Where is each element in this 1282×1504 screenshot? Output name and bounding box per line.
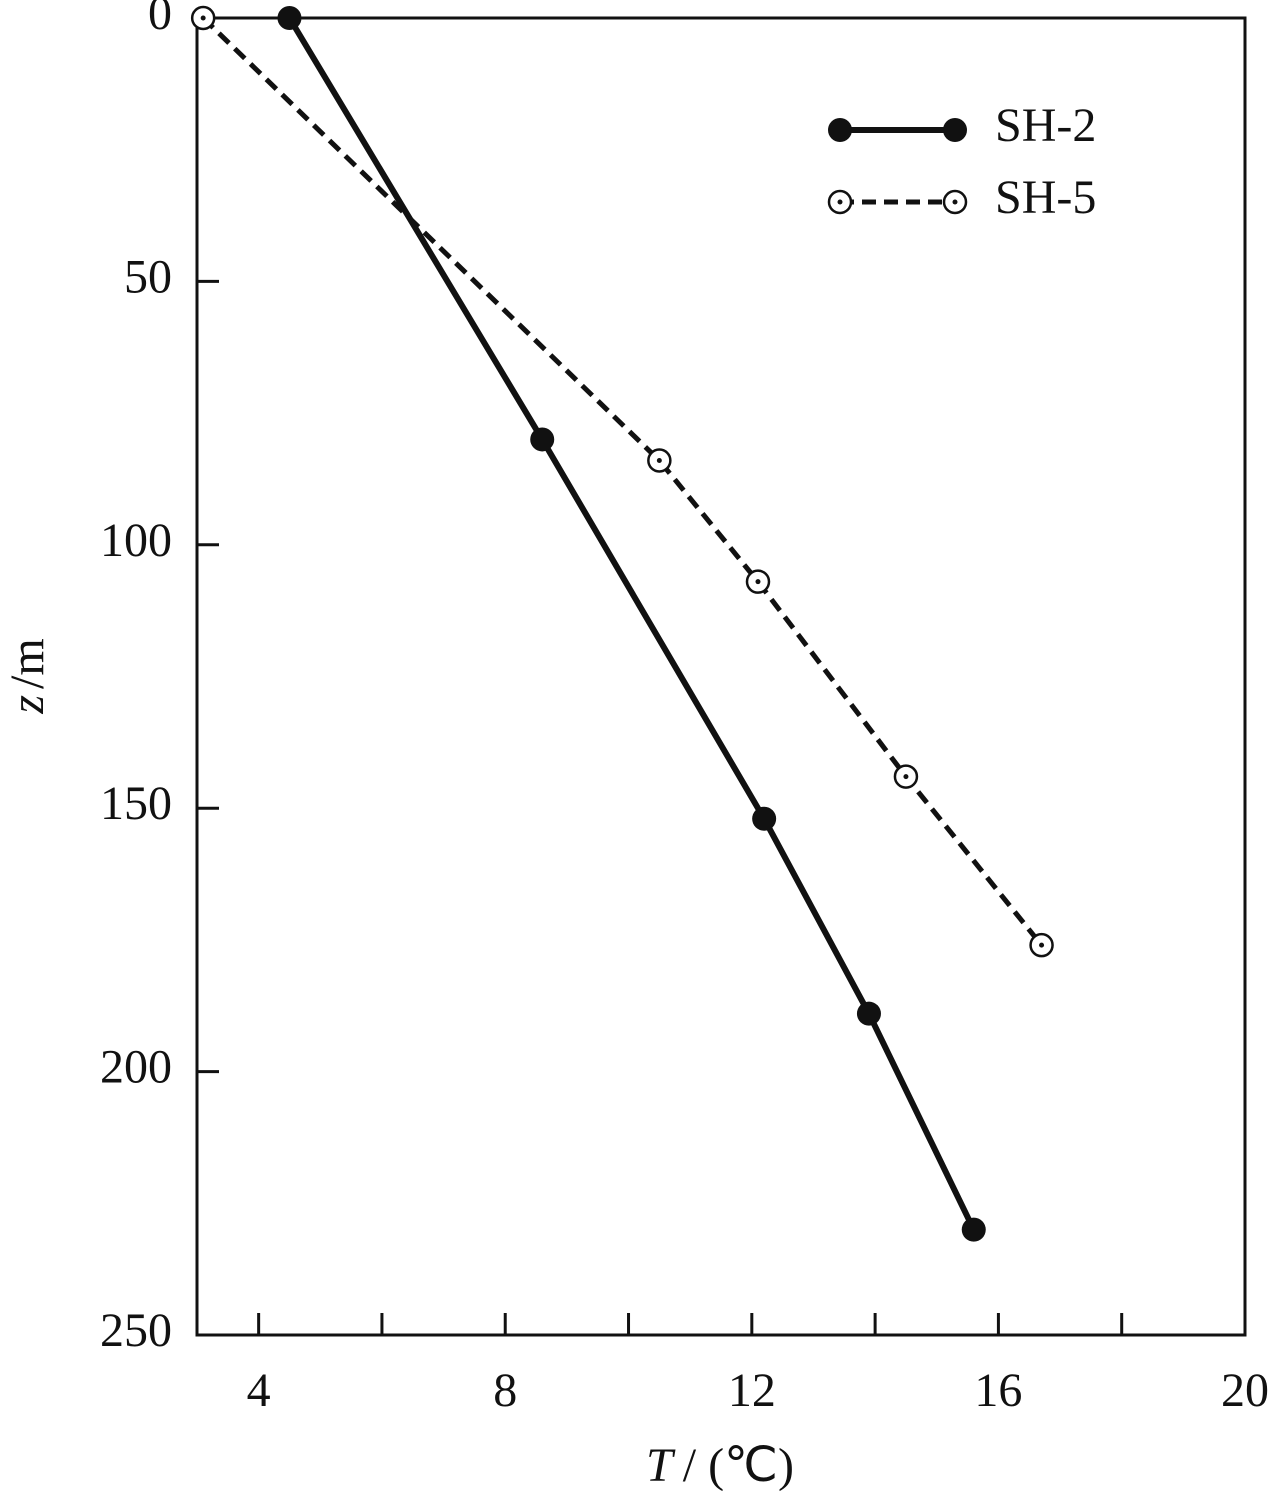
x-tick-label: 12 — [728, 1364, 776, 1417]
y-label-unit: /m — [1, 638, 54, 689]
x-label-var: T — [646, 1439, 676, 1492]
y-axis-label: z/m — [1, 638, 54, 714]
point-center — [1039, 942, 1045, 948]
legend-label: SH-5 — [995, 171, 1096, 224]
point — [530, 427, 555, 452]
x-tick-label: 16 — [974, 1364, 1022, 1417]
y-tick-label: 150 — [100, 777, 172, 830]
legend-marker-center — [837, 199, 843, 205]
y-tick-label: 50 — [124, 250, 172, 303]
y-tick-label: 250 — [100, 1304, 172, 1357]
x-tick-label: 20 — [1221, 1364, 1269, 1417]
x-label-unit: / (℃) — [683, 1439, 794, 1492]
point-center — [200, 15, 206, 21]
y-tick-label: 100 — [100, 514, 172, 567]
point-center — [656, 458, 662, 464]
legend-marker-center — [952, 199, 958, 205]
point-center — [755, 579, 761, 585]
point — [752, 806, 777, 831]
x-tick-label: 8 — [493, 1364, 517, 1417]
series-line — [201, 16, 1044, 947]
y-tick-label: 200 — [100, 1041, 172, 1094]
plot-frame — [195, 16, 1247, 1337]
y-tick-label: 0 — [148, 0, 172, 40]
point — [277, 6, 302, 30]
y-label-var: z — [1, 695, 54, 715]
x-axis-label: T / (℃) — [646, 1439, 794, 1492]
point — [961, 1217, 986, 1242]
point — [856, 1001, 881, 1026]
point-center — [903, 774, 909, 780]
legend-marker — [828, 118, 852, 142]
legend-label: SH-2 — [995, 99, 1096, 152]
legend-marker — [943, 118, 967, 142]
x-tick-label: 4 — [247, 1364, 271, 1417]
